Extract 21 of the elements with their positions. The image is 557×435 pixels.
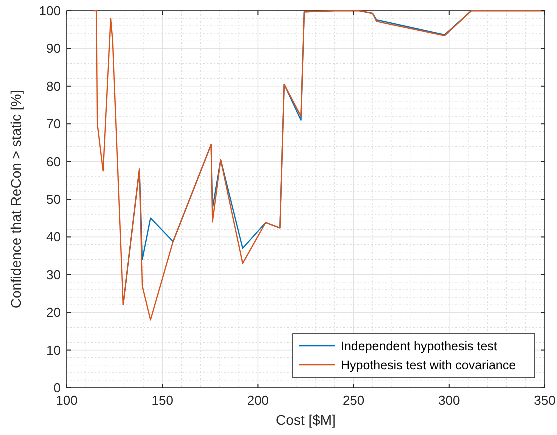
x-tick-label: 150 — [152, 393, 174, 408]
x-tick-label: 250 — [342, 393, 365, 408]
x-tick-label: 300 — [438, 393, 460, 408]
legend-label: Independent hypothesis test — [341, 340, 498, 354]
x-tick-label: 350 — [534, 393, 556, 408]
x-tick-label: 200 — [247, 393, 270, 408]
y-tick-label: 100 — [39, 4, 61, 18]
y-tick-label: 70 — [46, 116, 61, 132]
x-axis-title: Cost [$M] — [276, 412, 336, 428]
y-tick-label: 80 — [46, 78, 61, 94]
y-tick-label: 10 — [46, 342, 61, 358]
y-axis-title: Confidence that ReCon > static [%] — [8, 90, 24, 309]
y-tick-label: 20 — [46, 305, 61, 320]
y-tick-label: 60 — [46, 154, 61, 170]
legend-label: Hypothesis test with covariance — [341, 358, 516, 372]
y-tick-label: 90 — [46, 41, 61, 56]
y-tick-label: 30 — [46, 267, 61, 282]
x-tick-label: 100 — [56, 393, 78, 408]
y-tick-label: 50 — [46, 192, 61, 207]
y-tick-label: 0 — [54, 380, 61, 396]
y-tick-label: 40 — [46, 230, 61, 245]
